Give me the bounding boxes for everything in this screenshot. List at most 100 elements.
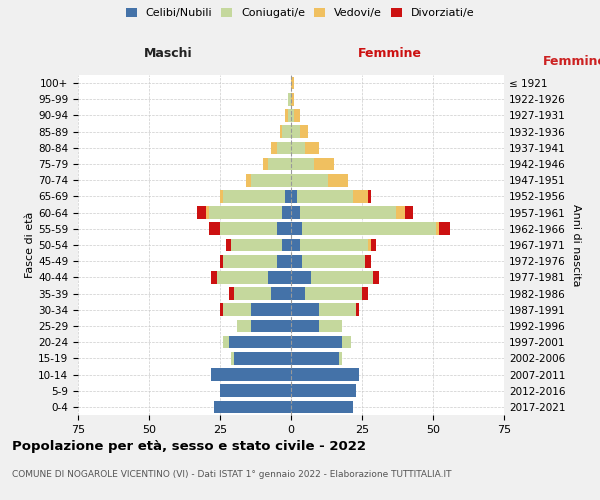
- Bar: [291, 142, 305, 154]
- Bar: [396, 206, 404, 219]
- Bar: [296, 190, 353, 202]
- Bar: [291, 93, 294, 106]
- Bar: [271, 288, 291, 300]
- Bar: [283, 126, 291, 138]
- Bar: [368, 238, 371, 252]
- Bar: [232, 352, 234, 364]
- Bar: [286, 109, 288, 122]
- Bar: [251, 320, 291, 332]
- Bar: [206, 206, 209, 219]
- Bar: [234, 288, 271, 300]
- Bar: [245, 174, 251, 186]
- Bar: [251, 304, 291, 316]
- Bar: [356, 304, 359, 316]
- Y-axis label: Anni di nascita: Anni di nascita: [571, 204, 581, 286]
- Bar: [220, 190, 223, 202]
- Bar: [220, 384, 291, 397]
- Bar: [220, 255, 223, 268]
- Bar: [226, 238, 232, 252]
- Bar: [251, 174, 291, 186]
- Bar: [371, 238, 376, 252]
- Text: Femmine: Femmine: [358, 47, 422, 60]
- Bar: [314, 158, 334, 170]
- Bar: [229, 336, 291, 348]
- Bar: [291, 384, 356, 397]
- Bar: [291, 255, 302, 268]
- Bar: [197, 206, 206, 219]
- Legend: Celibi/Nubili, Coniugati/e, Vedovi/e, Divorziati/e: Celibi/Nubili, Coniugati/e, Vedovi/e, Di…: [124, 6, 476, 20]
- Bar: [291, 271, 311, 283]
- Bar: [209, 222, 220, 235]
- Text: Femmine: Femmine: [543, 55, 600, 68]
- Bar: [220, 222, 277, 235]
- Bar: [286, 190, 291, 202]
- Bar: [223, 255, 277, 268]
- Bar: [291, 174, 328, 186]
- Bar: [291, 222, 302, 235]
- Bar: [277, 142, 291, 154]
- Bar: [311, 271, 373, 283]
- Text: Popolazione per età, sesso e stato civile - 2022: Popolazione per età, sesso e stato civil…: [12, 440, 366, 453]
- Bar: [223, 304, 251, 316]
- Bar: [291, 126, 299, 138]
- Bar: [404, 206, 413, 219]
- Bar: [302, 222, 436, 235]
- Bar: [302, 255, 365, 268]
- Bar: [283, 206, 291, 219]
- Bar: [271, 142, 277, 154]
- Bar: [268, 158, 291, 170]
- Bar: [291, 158, 314, 170]
- Bar: [214, 400, 291, 413]
- Bar: [353, 190, 368, 202]
- Bar: [237, 320, 251, 332]
- Text: Maschi: Maschi: [143, 47, 193, 60]
- Bar: [436, 222, 439, 235]
- Bar: [291, 77, 294, 90]
- Bar: [277, 255, 291, 268]
- Bar: [339, 352, 342, 364]
- Bar: [305, 288, 362, 300]
- Bar: [234, 352, 291, 364]
- Bar: [291, 238, 299, 252]
- Bar: [291, 288, 305, 300]
- Bar: [291, 109, 294, 122]
- Bar: [263, 158, 268, 170]
- Text: COMUNE DI NOGAROLE VICENTINO (VI) - Dati ISTAT 1° gennaio 2022 - Elaborazione TU: COMUNE DI NOGAROLE VICENTINO (VI) - Dati…: [12, 470, 452, 479]
- Bar: [294, 109, 299, 122]
- Bar: [283, 238, 291, 252]
- Bar: [305, 142, 319, 154]
- Bar: [288, 109, 291, 122]
- Bar: [368, 190, 371, 202]
- Bar: [291, 190, 296, 202]
- Bar: [211, 271, 217, 283]
- Bar: [291, 304, 319, 316]
- Bar: [291, 320, 319, 332]
- Bar: [365, 255, 371, 268]
- Bar: [280, 126, 283, 138]
- Bar: [291, 400, 353, 413]
- Bar: [299, 126, 308, 138]
- Bar: [439, 222, 450, 235]
- Y-axis label: Fasce di età: Fasce di età: [25, 212, 35, 278]
- Bar: [277, 222, 291, 235]
- Bar: [223, 190, 286, 202]
- Bar: [362, 288, 368, 300]
- Bar: [291, 368, 359, 381]
- Bar: [328, 174, 348, 186]
- Bar: [217, 271, 268, 283]
- Bar: [291, 336, 342, 348]
- Bar: [342, 336, 350, 348]
- Bar: [319, 304, 356, 316]
- Bar: [299, 206, 396, 219]
- Bar: [299, 238, 368, 252]
- Bar: [373, 271, 379, 283]
- Bar: [223, 336, 229, 348]
- Bar: [288, 93, 291, 106]
- Bar: [268, 271, 291, 283]
- Bar: [220, 304, 223, 316]
- Bar: [229, 288, 234, 300]
- Bar: [211, 368, 291, 381]
- Bar: [232, 238, 283, 252]
- Bar: [319, 320, 342, 332]
- Bar: [291, 352, 339, 364]
